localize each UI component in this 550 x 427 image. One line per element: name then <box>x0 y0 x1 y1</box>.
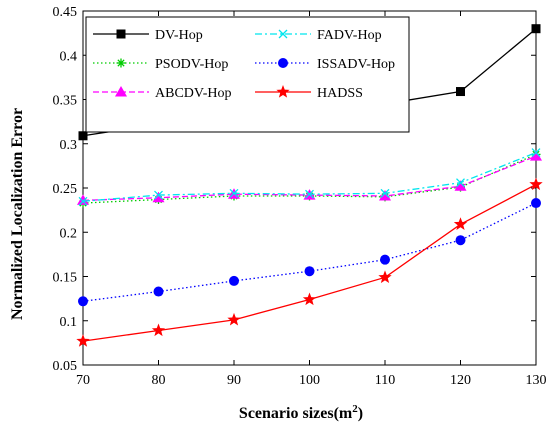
x-tick-label: 110 <box>375 373 395 388</box>
legend-item-hadss: HADSS <box>255 85 363 101</box>
y-tick-label: 0.2 <box>60 226 78 241</box>
data-point-hadss <box>227 312 241 326</box>
x-tick-label: 130 <box>526 373 547 388</box>
data-point-issadv-hop <box>304 266 315 277</box>
x-axis-label: Scenario sizes(m2) <box>239 403 363 422</box>
series-line-issadv-hop <box>82 202 537 302</box>
legend-marker <box>116 58 126 68</box>
legend-marker <box>115 86 127 97</box>
axes: 70 80 90 100 110 120 130 0.05 0.1 0.15 0.2 0.25 0.3 0… <box>53 5 547 388</box>
series-fadv-hop <box>78 148 541 206</box>
data-point-abcdv-hop <box>454 180 467 191</box>
data-point-hadss <box>378 270 392 284</box>
legend-label: ABCDV-Hop <box>155 86 232 101</box>
data-point-fadv-hop <box>78 196 88 206</box>
x-tick-label: 70 <box>76 373 90 388</box>
legend-marker <box>278 29 288 39</box>
data-point-fadv-hop <box>456 178 465 188</box>
series-issadv-hop <box>78 198 541 307</box>
legend: DV-Hop FADV-Hop PSODV-Hop ISSADV-Hop ABCDV-H… <box>85 16 410 133</box>
legend-label: PSODV-Hop <box>155 57 228 72</box>
y-tick-label: 0.1 <box>60 315 78 330</box>
data-point-abcdv-hop <box>152 191 165 203</box>
y-tick-label: 0.45 <box>53 5 78 20</box>
x-tick-label: 120 <box>450 373 471 388</box>
y-tick-label: 0.05 <box>53 359 78 374</box>
legend-item-dv-hop: DV-Hop <box>93 28 203 43</box>
y-tick-label: 0.35 <box>53 94 78 109</box>
y-axis-label: Normalized Localization Error <box>9 108 26 320</box>
data-point-issadv-hop <box>229 275 239 286</box>
data-point-fadv-hop <box>305 189 314 199</box>
data-point-issadv-hop <box>153 286 164 297</box>
legend-label: ISSADV-Hop <box>317 57 395 72</box>
legend-box <box>85 16 410 133</box>
legend-label: HADSS <box>317 86 363 101</box>
data-point-issadv-hop <box>380 254 390 265</box>
legend-marker <box>278 58 288 68</box>
x-tick-label: 100 <box>299 373 320 388</box>
data-point-dv-hop <box>456 87 465 97</box>
x-tick-label: 80 <box>152 373 166 388</box>
data-point-dv-hop <box>78 131 88 141</box>
x-axis-label-main: Scenario sizes(m <box>239 405 353 422</box>
data-point-issadv-hop <box>455 235 466 246</box>
data-point-hadss <box>302 292 317 306</box>
legend-marker <box>116 29 126 39</box>
data-point-fadv-hop <box>380 188 390 198</box>
data-point-fadv-hop <box>154 190 163 200</box>
x-tick-label: 90 <box>227 373 241 388</box>
data-point-abcdv-hop <box>77 194 89 205</box>
legend-item-issadv-hop: ISSADV-Hop <box>255 57 395 72</box>
data-point-hadss <box>453 217 468 230</box>
y-tick-label: 0.4 <box>60 49 78 64</box>
y-tick-label: 0.25 <box>53 182 78 197</box>
x-axis-label-suffix: ) <box>358 405 363 422</box>
data-point-dv-hop <box>531 24 541 34</box>
data-point-fadv-hop <box>531 148 541 158</box>
legend-label: DV-Hop <box>155 28 203 43</box>
series-line-hadss <box>82 183 537 342</box>
legend-label: FADV-Hop <box>317 28 382 43</box>
data-point-issadv-hop <box>78 296 88 307</box>
legend-marker <box>276 85 290 98</box>
data-point-abcdv-hop <box>530 150 542 161</box>
data-point-hadss <box>529 177 543 191</box>
series-hadss <box>76 177 543 347</box>
data-point-fadv-hop <box>229 188 239 198</box>
y-tick-label: 0.15 <box>53 271 78 286</box>
data-point-hadss <box>76 334 90 347</box>
legend-item-psodv-hop: PSODV-Hop <box>93 57 228 72</box>
legend-item-abcdv-hop: ABCDV-Hop <box>93 86 232 101</box>
data-point-issadv-hop <box>531 198 541 209</box>
x-axis-label-superscript: 2 <box>352 403 358 415</box>
y-tick-label: 0.3 <box>60 138 78 153</box>
legend-item-fadv-hop: FADV-Hop <box>255 28 382 43</box>
data-point-hadss <box>151 323 166 337</box>
data-point-abcdv-hop <box>379 189 391 201</box>
